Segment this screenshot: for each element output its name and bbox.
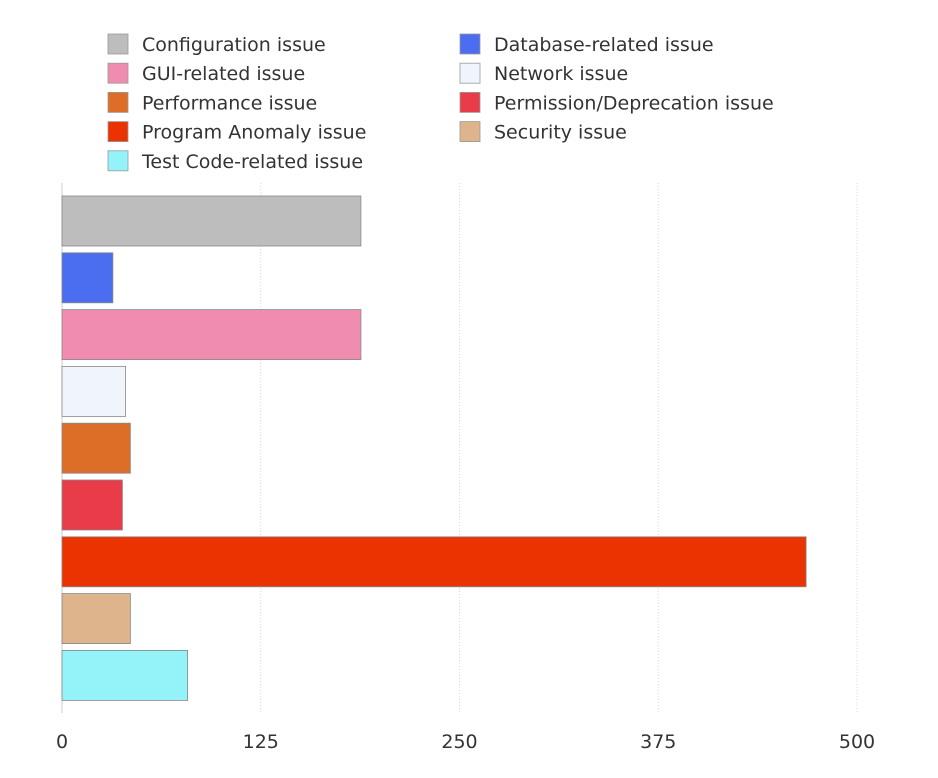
legend-swatch [107, 33, 129, 55]
bar-permission-deprecation-issue [61, 479, 123, 531]
legend: Configuration issue Database-related issu… [107, 33, 774, 173]
legend-item-gui-related-issue: GUI-related issue [107, 62, 305, 85]
legend-item-security-issue: Security issue [459, 121, 627, 144]
legend-swatch [459, 121, 481, 142]
legend-item-performance-issue: Performance issue [107, 92, 317, 114]
legend-swatch [459, 92, 481, 113]
bar-test-code-related-issue [61, 650, 189, 701]
legend-item-program-anomaly-issue: Program Anomaly issue [107, 121, 366, 144]
x-tick-label: 0 [56, 731, 68, 753]
legend-label: Program Anomaly issue [142, 122, 366, 144]
bar-gui-related-issue [61, 309, 362, 361]
legend-label: Test Code-related issue [141, 151, 363, 173]
x-tick-label: 375 [640, 731, 676, 753]
x-tick-label: 125 [243, 731, 279, 753]
legend-swatch [459, 62, 481, 84]
x-axis: 0 125 250 375 500 [56, 731, 875, 753]
bar-network-issue [61, 365, 126, 417]
legend-swatch [107, 121, 129, 142]
bar-program-anomaly-issue [61, 536, 807, 588]
bar-security-issue [61, 593, 131, 644]
legend-label: Security issue [494, 122, 627, 144]
x-tick-label: 250 [441, 731, 477, 753]
legend-label: GUI-related issue [142, 63, 305, 85]
bars [61, 195, 807, 701]
legend-swatch [459, 33, 481, 55]
legend-label: Performance issue [142, 92, 317, 114]
legend-label: Network issue [494, 63, 628, 85]
legend-swatch [107, 62, 129, 84]
bar-performance-issue [61, 422, 131, 474]
legend-swatch [107, 150, 129, 172]
x-tick-label: 500 [839, 731, 875, 753]
legend-item-database-related-issue: Database-related issue [459, 33, 714, 56]
legend-label: Permission/Deprecation issue [494, 92, 774, 114]
legend-item-configuration-issue: Configuration issue [107, 33, 326, 56]
bar-configuration-issue [61, 195, 362, 247]
gridlines [61, 183, 858, 713]
legend-item-permission-deprecation-issue: Permission/Deprecation issue [459, 92, 774, 114]
legend-item-test-code-related-issue: Test Code-related issue [107, 150, 363, 173]
bar-database-related-issue [61, 252, 114, 304]
legend-label: Configuration issue [142, 34, 326, 56]
legend-item-network-issue: Network issue [459, 62, 628, 85]
legend-swatch [107, 92, 129, 113]
legend-label: Database-related issue [494, 34, 714, 56]
